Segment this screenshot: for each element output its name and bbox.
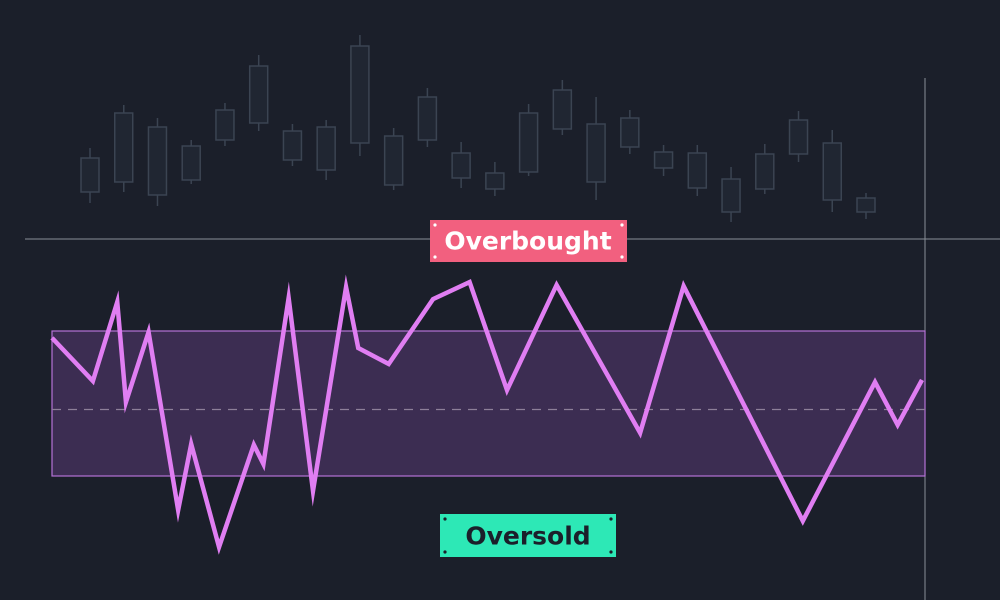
oversold-label: Oversold	[440, 514, 616, 557]
candle-body	[181, 145, 201, 181]
candle-body	[687, 152, 708, 189]
overbought-label: Overbought	[430, 220, 627, 262]
candle-body	[518, 112, 539, 173]
candle-body	[80, 157, 100, 193]
candle-body	[417, 96, 438, 141]
candle-body	[316, 126, 336, 171]
candle-body	[586, 123, 606, 183]
candle-body	[383, 135, 404, 186]
candle-body	[485, 172, 505, 190]
candle-body	[451, 152, 471, 179]
corner-dots	[443, 517, 613, 554]
label-box	[430, 220, 627, 262]
candle-body	[552, 89, 573, 130]
candle-body	[248, 65, 269, 124]
candle-body	[350, 45, 370, 144]
candle-body	[856, 197, 876, 213]
candle-body	[215, 109, 235, 141]
level-band	[51, 330, 926, 477]
annotation: Oversold	[465, 522, 590, 551]
candle-body	[788, 119, 809, 155]
annotation: Overbought	[444, 227, 611, 256]
candle-body	[653, 151, 674, 169]
candle-body	[147, 126, 168, 196]
candle-body	[822, 142, 843, 201]
candle-body	[282, 130, 303, 161]
candle-body	[721, 178, 741, 213]
corner-dots	[433, 223, 624, 259]
marks	[50, 35, 926, 555]
rsi-line	[50, 274, 924, 555]
candle-body	[113, 112, 134, 183]
label-box	[440, 514, 616, 557]
candle-body	[755, 153, 775, 190]
candle-body	[620, 117, 640, 148]
